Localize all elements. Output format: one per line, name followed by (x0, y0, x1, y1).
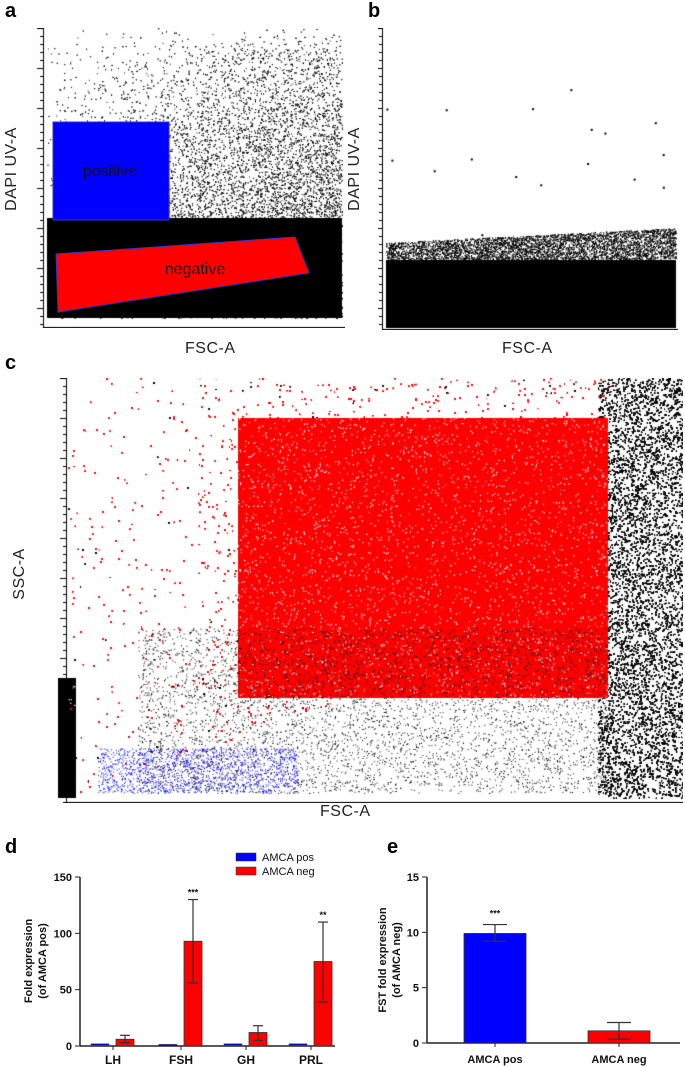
x-axis-label-a: FSC-A (185, 340, 236, 357)
x-axis-label-c: FSC-A (320, 803, 371, 820)
y-tick-label-e: 15 (407, 872, 419, 884)
panel-label-b: b (368, 0, 381, 22)
y-tick-label-e: 5 (413, 983, 419, 995)
y-axis-label-d-2: (of AMCA pos) (37, 923, 49, 999)
scatter-plot-b (378, 28, 678, 330)
y-tick-label-d: 150 (54, 872, 72, 884)
y-tick-label-d: 100 (54, 928, 72, 940)
x-tick-label-d: LH (105, 1053, 121, 1067)
panel-label-c: c (5, 352, 17, 374)
positive-gate[interactable] (52, 121, 170, 221)
panel-label-e: e (387, 836, 399, 858)
bar-amca-pos (90, 1043, 110, 1046)
bar-amca-pos (288, 1043, 308, 1046)
y-axis-label-e: FST fold expression (377, 907, 389, 1012)
x-axis-label-b: FSC-A (502, 340, 553, 357)
bar-amca-pos (158, 1044, 178, 1046)
y-axis-label-d: Fold expression (23, 919, 35, 1004)
y-tick-label-e: 10 (407, 927, 419, 939)
legend-swatch (235, 866, 257, 876)
legend-swatch (235, 852, 257, 862)
bar-amca-pos (223, 1043, 243, 1046)
negative-gate[interactable] (55, 236, 310, 313)
legend-label: AMCA neg (262, 866, 315, 878)
x-tick-label-d: GH (237, 1053, 255, 1067)
y-tick-label-e: 0 (413, 1038, 419, 1050)
panel-label-d: d (5, 836, 18, 858)
bar-e (463, 933, 527, 1044)
negative-gate-label: negative (165, 261, 226, 278)
y-tick-label-d: 0 (66, 1041, 72, 1053)
significance-d: ** (319, 910, 327, 920)
panel-label-a: a (5, 0, 17, 22)
x-tick-label-e: AMCA neg (591, 1054, 646, 1066)
x-tick-label-d: PRL (299, 1053, 323, 1067)
legend-label: AMCA pos (262, 852, 314, 864)
y-axis-label-e-2: (of AMCA neg) (391, 922, 403, 998)
y-tick-label-d: 50 (60, 985, 72, 997)
scatter-plot-c (38, 378, 683, 803)
significance-d: *** (188, 888, 199, 898)
x-tick-label-d: FSH (169, 1053, 193, 1067)
significance-e: *** (490, 909, 501, 919)
positive-gate-label: positive (83, 163, 137, 180)
x-tick-label-e: AMCA pos (467, 1054, 522, 1066)
